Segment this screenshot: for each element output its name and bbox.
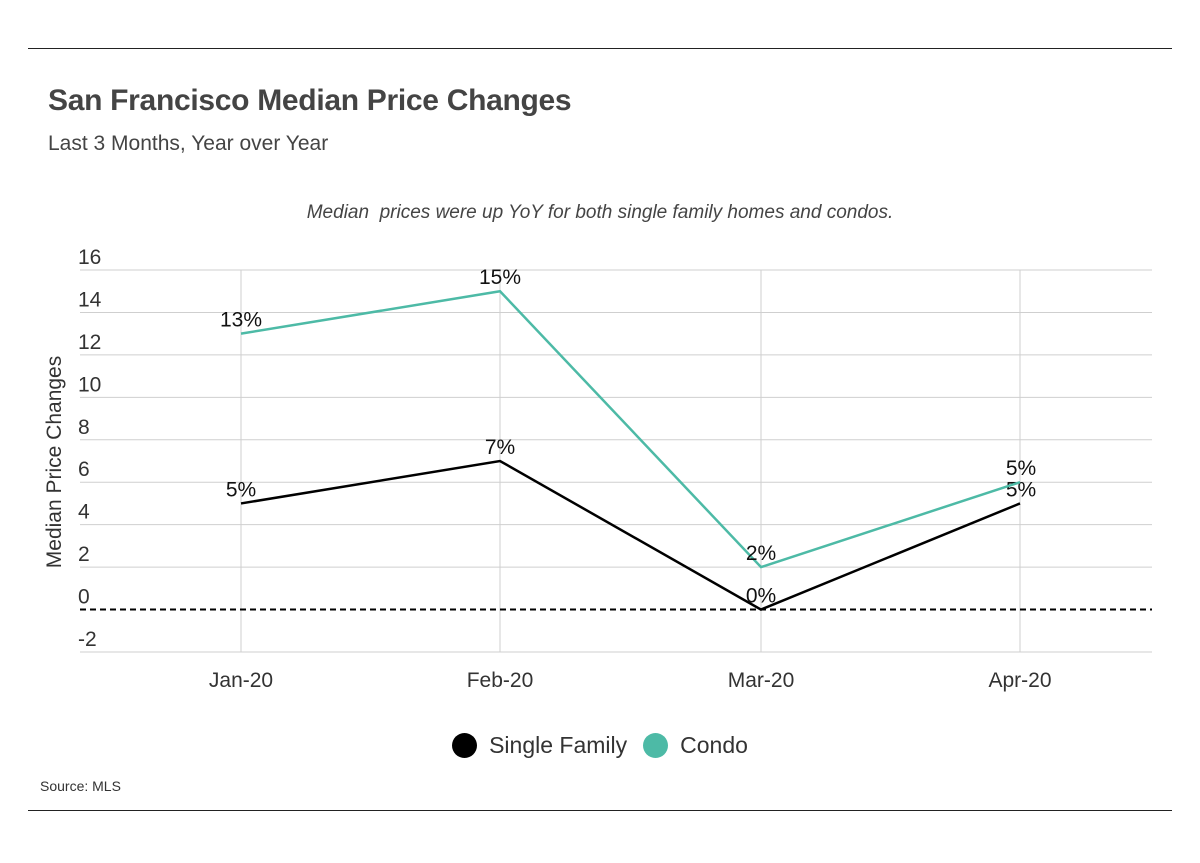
data-label: 5% <box>226 478 256 501</box>
chart-subtitle: Last 3 Months, Year over Year <box>48 132 329 155</box>
data-label: 7% <box>485 436 515 459</box>
legend-swatch <box>643 733 669 758</box>
legend-item-single-family: Single Family <box>452 732 627 759</box>
top-rule <box>28 48 1172 49</box>
y-tick-label: -2 <box>78 628 97 651</box>
y-tick-label: 2 <box>78 543 90 566</box>
legend-label: Single Family <box>489 732 628 758</box>
legend-item-condo: Condo <box>643 732 748 759</box>
data-label: 5% <box>1006 457 1036 480</box>
legend-swatch <box>452 733 478 758</box>
data-label: 2% <box>746 542 776 565</box>
data-label: 13% <box>220 309 262 332</box>
y-tick-label: 0 <box>78 586 90 609</box>
x-tick-label: Feb-20 <box>467 669 534 692</box>
y-axis-label: Median Price Changes <box>43 356 66 568</box>
data-label: 0% <box>746 585 776 608</box>
x-tick-label: Apr-20 <box>988 669 1051 692</box>
legend-label: Condo <box>680 732 748 758</box>
y-tick-label: 8 <box>78 416 90 439</box>
y-tick-label: 6 <box>78 458 90 481</box>
chart-legend: Single Family Condo <box>0 732 1200 759</box>
source-note: Source: MLS <box>40 778 121 794</box>
y-tick-label: 4 <box>78 501 90 524</box>
y-tick-label: 14 <box>78 288 102 311</box>
series-line-condo <box>240 289 1021 569</box>
y-tick-label: 16 <box>78 246 101 269</box>
data-label: 5% <box>1006 478 1036 501</box>
y-tick-label: 12 <box>78 331 101 354</box>
bottom-rule <box>28 810 1172 811</box>
chart-title: San Francisco Median Price Changes <box>48 84 572 117</box>
y-tick-label: 10 <box>78 373 101 396</box>
x-tick-label: Mar-20 <box>728 669 795 692</box>
data-label: 15% <box>479 266 521 289</box>
chart-annotation: Median prices were up YoY for both singl… <box>306 202 894 223</box>
series-line-single-family <box>240 459 1021 611</box>
x-tick-label: Jan-20 <box>209 669 273 692</box>
